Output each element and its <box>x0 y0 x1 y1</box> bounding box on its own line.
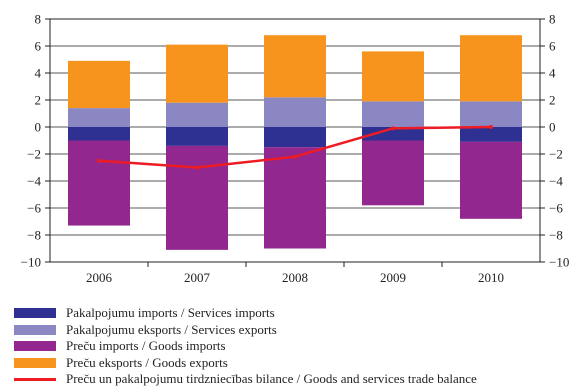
legend-label: Preču un pakalpojumu tirdzniecības bilan… <box>66 371 477 387</box>
legend-swatch <box>14 308 56 319</box>
bar-segment <box>264 127 326 148</box>
trade-balance-point <box>391 126 395 131</box>
legend-item-services-exports: Pakalpojumu eksports / Services exports <box>14 322 574 339</box>
y-tick-label: −4 <box>27 174 41 189</box>
y-tick-label: −8 <box>27 228 41 243</box>
x-tick-label: 2008 <box>282 270 308 285</box>
y-axis-right: 8 6 4 2 0 −2 −4 −6 −8 −10 <box>540 12 569 270</box>
y-tick-label: −10 <box>549 255 569 270</box>
y-tick-label: −6 <box>549 201 563 216</box>
legend-item-trade-balance: Preču un pakalpojumu tirdzniecības bilan… <box>14 371 574 388</box>
y-tick-label: −2 <box>27 147 41 162</box>
bar-segment <box>166 127 228 146</box>
bar-segment <box>166 102 228 127</box>
trade-balance-line <box>97 125 493 170</box>
legend-item-goods-imports: Preču imports / Goods imports <box>14 338 574 355</box>
y-tick-label: −4 <box>549 174 563 189</box>
bar-segment <box>68 140 130 226</box>
bar-segment <box>166 145 228 250</box>
trade-balance-point <box>489 125 493 129</box>
legend-label: Pakalpojumu imports / Services imports <box>66 305 275 321</box>
plot-frame <box>49 18 541 263</box>
legend-label: Pakalpojumu eksports / Services exports <box>66 321 277 337</box>
bar-segment <box>264 97 326 127</box>
x-tick-label: 2009 <box>380 270 406 285</box>
y-tick-label: −2 <box>549 147 563 162</box>
bar-segment <box>264 35 326 98</box>
y-tick-label: 6 <box>35 39 42 54</box>
y-tick-label: 8 <box>35 12 42 27</box>
y-tick-label: −6 <box>27 201 41 216</box>
y-axis-left: 8 6 4 2 0 −2 −4 −6 −8 −10 <box>21 12 50 270</box>
x-tick-label: 2010 <box>478 270 504 285</box>
trade-balance-point <box>97 158 101 163</box>
trade-balance-point <box>293 154 297 159</box>
bar-segment <box>362 140 424 206</box>
bar-segment <box>460 141 522 219</box>
y-tick-label: −8 <box>549 228 563 243</box>
legend-swatch-line <box>14 377 56 381</box>
x-tick-label: 2007 <box>184 270 211 285</box>
y-tick-label: 4 <box>549 66 556 81</box>
legend-swatch <box>14 324 56 335</box>
bars <box>68 35 522 250</box>
y-tick-label: 8 <box>549 12 556 27</box>
legend: Pakalpojumu imports / Services imports P… <box>14 305 574 388</box>
bar-segment <box>460 101 522 127</box>
bar-segment <box>362 101 424 127</box>
y-tick-label: 2 <box>549 93 556 108</box>
y-tick-label: 4 <box>35 66 42 81</box>
bar-segment <box>68 108 130 127</box>
x-tick-label: 2006 <box>86 270 113 285</box>
y-tick-label: 6 <box>549 39 556 54</box>
y-tick-label: 2 <box>35 93 42 108</box>
bar-segment <box>362 127 424 141</box>
legend-swatch <box>14 341 56 352</box>
legend-item-services-imports: Pakalpojumu imports / Services imports <box>14 305 574 322</box>
y-tick-label: 0 <box>549 120 556 135</box>
y-tick-label: −10 <box>21 255 41 270</box>
legend-item-goods-exports: Preču eksports / Goods exports <box>14 355 574 372</box>
bar-segment <box>460 127 522 142</box>
bar-segment <box>264 147 326 249</box>
legend-swatch <box>14 357 56 368</box>
legend-label: Preču imports / Goods imports <box>66 338 226 354</box>
bar-segment <box>68 127 130 141</box>
trade-balance-point <box>195 165 199 170</box>
bar-segment <box>166 44 228 103</box>
bar-segment <box>68 60 130 109</box>
legend-label: Preču eksports / Goods exports <box>66 354 228 370</box>
x-axis: 2006 2007 2008 2009 2010 <box>86 262 504 285</box>
y-tick-label: 0 <box>35 120 42 135</box>
bar-segment <box>362 51 424 102</box>
bar-segment <box>460 35 522 102</box>
